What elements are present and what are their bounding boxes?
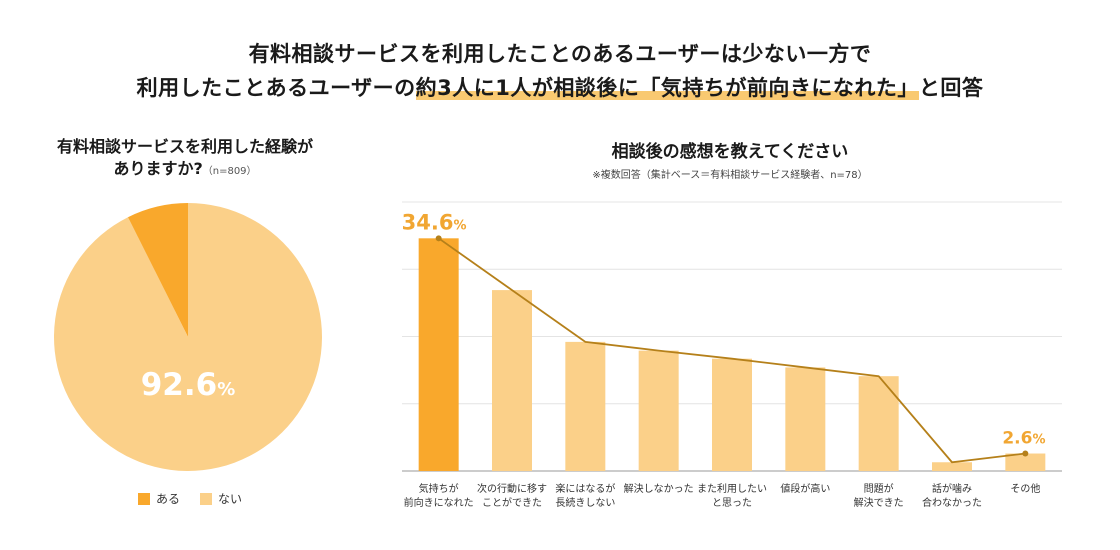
bar	[638, 350, 679, 471]
x-tick-label: 話が噛み	[932, 482, 972, 495]
x-tick-label: 次の行動に移す	[477, 482, 547, 495]
x-tick-label: 値段が高い	[780, 482, 830, 495]
x-tick-label: ことができた	[482, 496, 542, 509]
headline-highlight: 約3人に1人が相談後に「気持ちが前向きになれた」	[415, 76, 919, 100]
trend-line	[438, 237, 1026, 464]
x-tick-label: と思った	[712, 497, 752, 509]
bar-top-value-label: 34.6%	[402, 210, 467, 234]
pie-n-label: （n=809）	[202, 166, 257, 177]
x-tick-label: 問題が	[864, 482, 894, 495]
x-tick-label: 合わなかった	[922, 496, 982, 509]
headline-line-1: 有料相談サービスを利用したことのあるユーザーは少ない一方で	[248, 42, 872, 66]
bar	[492, 290, 532, 471]
x-tick-label: 長続きしない	[555, 496, 615, 509]
headline-line-2: 利用したことあるユーザーの約3人に1人が相談後に「気持ちが前向きになれた」と回答	[0, 72, 1120, 102]
x-tick-label: 解決できた	[854, 496, 904, 509]
x-tick-label: 楽にはなるが	[555, 482, 615, 495]
legend-swatch-yes	[138, 492, 150, 505]
headline-line-2-post: と回答	[918, 76, 984, 100]
bar	[418, 238, 459, 471]
pie-title-question: ありますか?	[113, 159, 203, 178]
pie-title-line-1: 有料相談サービスを利用した経験が	[56, 137, 313, 156]
x-tick-label: 前向きになれた	[404, 496, 474, 509]
bar	[932, 462, 972, 471]
pie-slice-no	[53, 203, 322, 472]
legend-label-yes: ある	[156, 492, 181, 506]
bar	[712, 358, 752, 471]
bar	[785, 367, 826, 471]
legend-swatch-no	[200, 492, 213, 505]
x-tick-label: また利用したい	[697, 483, 767, 495]
legend-item-yes: ある	[138, 490, 180, 507]
x-tick-label: 気持ちが	[419, 482, 459, 495]
bar-chart-title: 相談後の感想を教えてください	[611, 142, 849, 162]
legend-item-no: ない	[200, 490, 242, 507]
bar	[565, 341, 606, 471]
trend-point	[435, 235, 442, 242]
bar-min-value-label: 2.6%	[1002, 429, 1045, 449]
pie-center-label: 92.6%	[141, 367, 236, 403]
x-tick-label: その他	[1010, 482, 1040, 495]
bar-chart-note: ※複数回答（集計ベース＝有料相談サービス経験者、n=78）	[592, 170, 868, 181]
bar	[1005, 453, 1046, 471]
pie-title-line-2: ありますか?（n=809）	[20, 158, 350, 183]
legend-label-no: ない	[218, 492, 243, 506]
x-tick-label: 解決しなかった	[624, 482, 694, 495]
pie-slice-yes	[127, 203, 188, 337]
bar	[858, 376, 899, 471]
pie-legend: ある ない	[138, 490, 242, 507]
trend-point	[1022, 450, 1029, 457]
headline-line-2-pre: 利用したことあるユーザーの	[136, 76, 416, 100]
